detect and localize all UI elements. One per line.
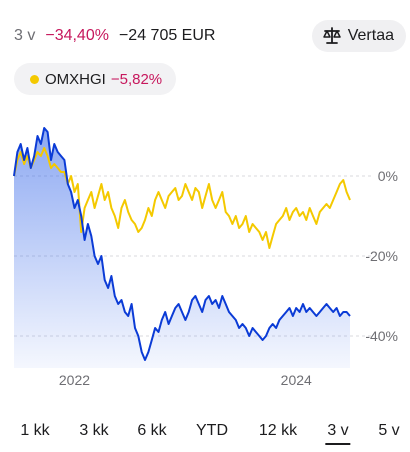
compare-label: Vertaa <box>347 27 394 44</box>
scale-icon <box>322 27 341 44</box>
series-area <box>14 128 350 368</box>
range-option[interactable]: YTD <box>196 422 228 439</box>
index-change-percent: −5,82% <box>110 70 163 88</box>
range-option[interactable]: 6 kk <box>137 422 167 439</box>
portfolio-line <box>13 127 351 361</box>
index-chip[interactable]: OMXHGI −5,82% <box>14 63 177 95</box>
period-label: 3 v <box>14 27 36 44</box>
change-amount: −24 705 EUR <box>118 27 216 44</box>
range-option[interactable]: 5 v <box>378 422 400 439</box>
time-range-selector: 1 kk 3 kk 6 kk YTD 12 kk 3 v 5 v <box>0 418 410 452</box>
y-tick-label: -40% <box>365 328 398 344</box>
performance-chart[interactable]: 0% -20% -40% 2022 2024 <box>0 0 410 400</box>
range-option[interactable]: 3 kk <box>79 422 109 439</box>
range-option[interactable]: 1 kk <box>20 422 50 439</box>
change-percent: −34,40% <box>45 27 109 44</box>
index-color-dot <box>30 74 39 84</box>
performance-summary: 3 v −34,40% −24 705 EUR <box>14 27 215 45</box>
range-option[interactable]: 3 v <box>325 422 352 445</box>
y-tick-label: 0% <box>378 168 398 184</box>
index-line <box>13 147 351 249</box>
index-name: OMXHGI <box>45 70 106 88</box>
x-tick-label: 2022 <box>59 372 90 388</box>
range-option[interactable]: 12 kk <box>258 422 298 439</box>
x-tick-label: 2024 <box>281 372 312 388</box>
y-tick-label: -20% <box>365 248 398 264</box>
compare-button[interactable]: Vertaa <box>311 20 406 52</box>
